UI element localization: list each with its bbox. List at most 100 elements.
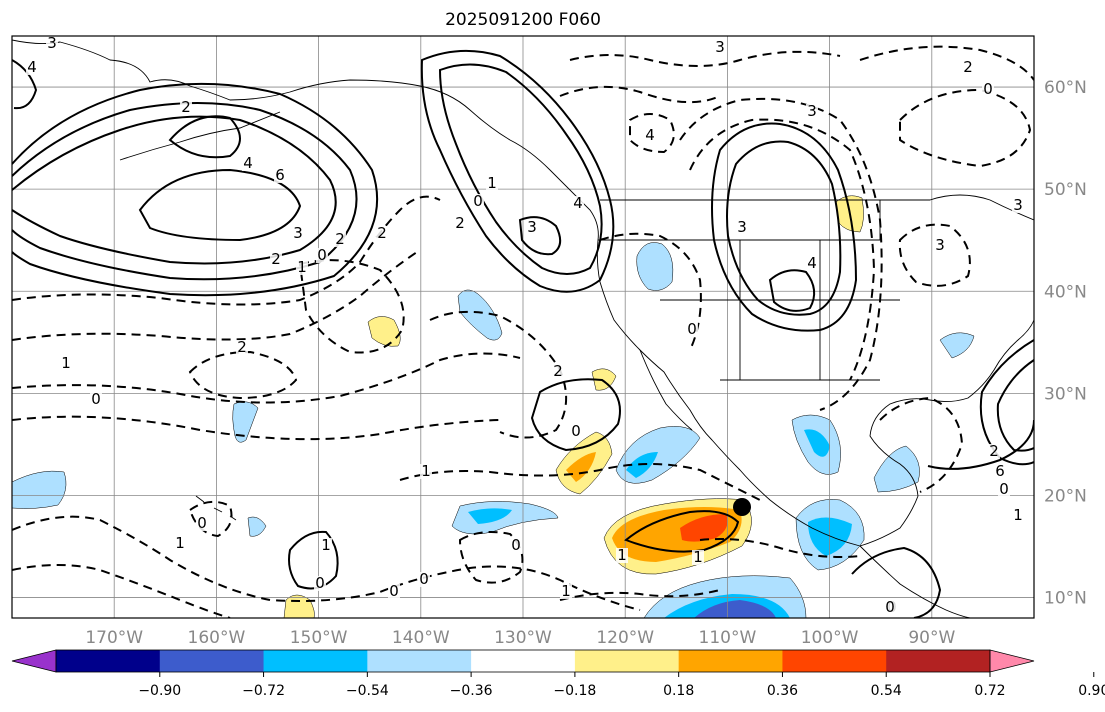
contour-label-bg — [686, 322, 698, 337]
solid-contour — [518, 216, 562, 256]
contour-label-bg — [242, 156, 254, 171]
west-coast — [596, 239, 861, 547]
contour-label: 4 — [573, 194, 583, 212]
colorbar-segment — [159, 650, 265, 672]
pos-patch — [591, 368, 617, 391]
contour-label-bg — [420, 464, 432, 479]
dashed-contours — [12, 45, 1034, 618]
lon-label: 100°W — [801, 628, 859, 648]
contour-label-bg — [26, 60, 38, 75]
lat-label: 50°N — [1044, 180, 1087, 200]
contour-label: 6 — [275, 166, 285, 184]
contour-label-bg — [692, 550, 704, 565]
colorbar-tick-label: −0.36 — [450, 683, 493, 699]
contour-label-bg — [572, 196, 584, 211]
dashed-contour — [559, 589, 721, 601]
colorbar-segment — [678, 650, 783, 672]
contour-label-bg — [510, 538, 522, 553]
solid-contour — [927, 419, 1034, 470]
contour-label-bg — [320, 538, 332, 553]
solid-contour — [138, 168, 302, 242]
colorbar-tick-label: 0.18 — [663, 683, 694, 699]
dashed-contour — [689, 118, 876, 381]
contour-label: 3 — [807, 102, 817, 120]
contour-label: 2 — [271, 250, 281, 268]
contour-label: 1 — [421, 462, 431, 480]
contour-label-bg — [486, 176, 498, 191]
map-frame — [11, 35, 1035, 619]
dashed-contour — [399, 463, 761, 501]
dashed-contour — [898, 223, 971, 287]
dashed-contour — [699, 538, 861, 558]
solid-contour — [530, 378, 621, 452]
lat-label: 30°N — [1044, 384, 1087, 404]
contour-label-bg — [292, 226, 304, 241]
solid-contour — [979, 339, 1034, 466]
contour-label-bg — [806, 104, 818, 119]
solid-contour — [420, 49, 615, 293]
contour-label-bg — [552, 364, 564, 379]
gulf-coast — [859, 319, 1034, 547]
contour-label-bg — [388, 584, 400, 599]
colorbar-segment — [56, 650, 161, 672]
solid-contour — [624, 510, 740, 553]
colorbar-extend-low — [11, 649, 57, 673]
aleutians — [119, 111, 281, 161]
contour-label: 0 — [317, 246, 327, 264]
contour-label-bg — [994, 464, 1006, 479]
contour-label: 4 — [645, 126, 655, 144]
solid-contour — [12, 115, 337, 265]
contour-label-bg — [714, 40, 726, 55]
contour-label: 4 — [807, 254, 817, 272]
contour-label: 4 — [27, 58, 37, 76]
solid-contour — [12, 59, 38, 110]
dashed-contour — [12, 352, 521, 404]
contour-label: 3 — [1013, 196, 1023, 214]
contour-label-bg — [270, 252, 282, 267]
neg-patch — [457, 289, 503, 341]
lon-label: 110°W — [699, 628, 757, 648]
dashed-contour — [559, 85, 721, 104]
solid-contour — [168, 115, 241, 159]
solid-contour — [288, 530, 339, 590]
contour-label: 0 — [885, 598, 895, 616]
contour-label-bg — [962, 60, 974, 75]
contour-label-bg — [934, 238, 946, 253]
neg-patch — [808, 517, 852, 556]
neg-patch — [636, 242, 674, 291]
neg-patch — [939, 332, 975, 359]
neg-patch — [804, 429, 830, 457]
contour-label: 0 — [197, 514, 207, 532]
dashed-contour — [879, 396, 964, 493]
lat-label: 40°N — [1044, 282, 1087, 302]
contour-label-bg — [274, 168, 286, 183]
colorbar-segment — [471, 650, 576, 672]
contour-label-bg — [314, 576, 326, 591]
contour-label: 1 — [297, 258, 307, 276]
graticule — [12, 36, 1034, 618]
contour-label-bg — [472, 194, 484, 209]
contour-label-bg — [884, 600, 896, 615]
contour-label: 1 — [617, 546, 627, 564]
contour-label: 0 — [315, 574, 325, 592]
dashed-contour — [599, 232, 702, 351]
contour-label: 2 — [455, 214, 465, 232]
contour-label-bg — [526, 220, 538, 235]
contour-label-bg — [616, 548, 628, 563]
contour-label: 2 — [237, 338, 247, 356]
pos-patch — [566, 452, 596, 482]
contour-label: 2 — [181, 98, 191, 116]
longitude-labels: 170°W 160°W 150°W 140°W 130°W 120°W 110°W 100°W… — [85, 628, 955, 648]
contour-label: 6 — [995, 462, 1005, 480]
colorbar-segment — [782, 650, 887, 672]
colorbar-tick-label: 0.72 — [974, 683, 1005, 699]
colorbar-extend-high — [989, 649, 1035, 673]
canada-border — [600, 194, 1034, 221]
neg-patch — [468, 508, 512, 524]
contour-label-bg — [998, 482, 1010, 497]
contour-label: 1 — [487, 174, 497, 192]
contour-label-bg — [454, 216, 466, 231]
colorbar-frame — [55, 649, 991, 673]
colorbar-tick-label: −0.18 — [553, 683, 596, 699]
